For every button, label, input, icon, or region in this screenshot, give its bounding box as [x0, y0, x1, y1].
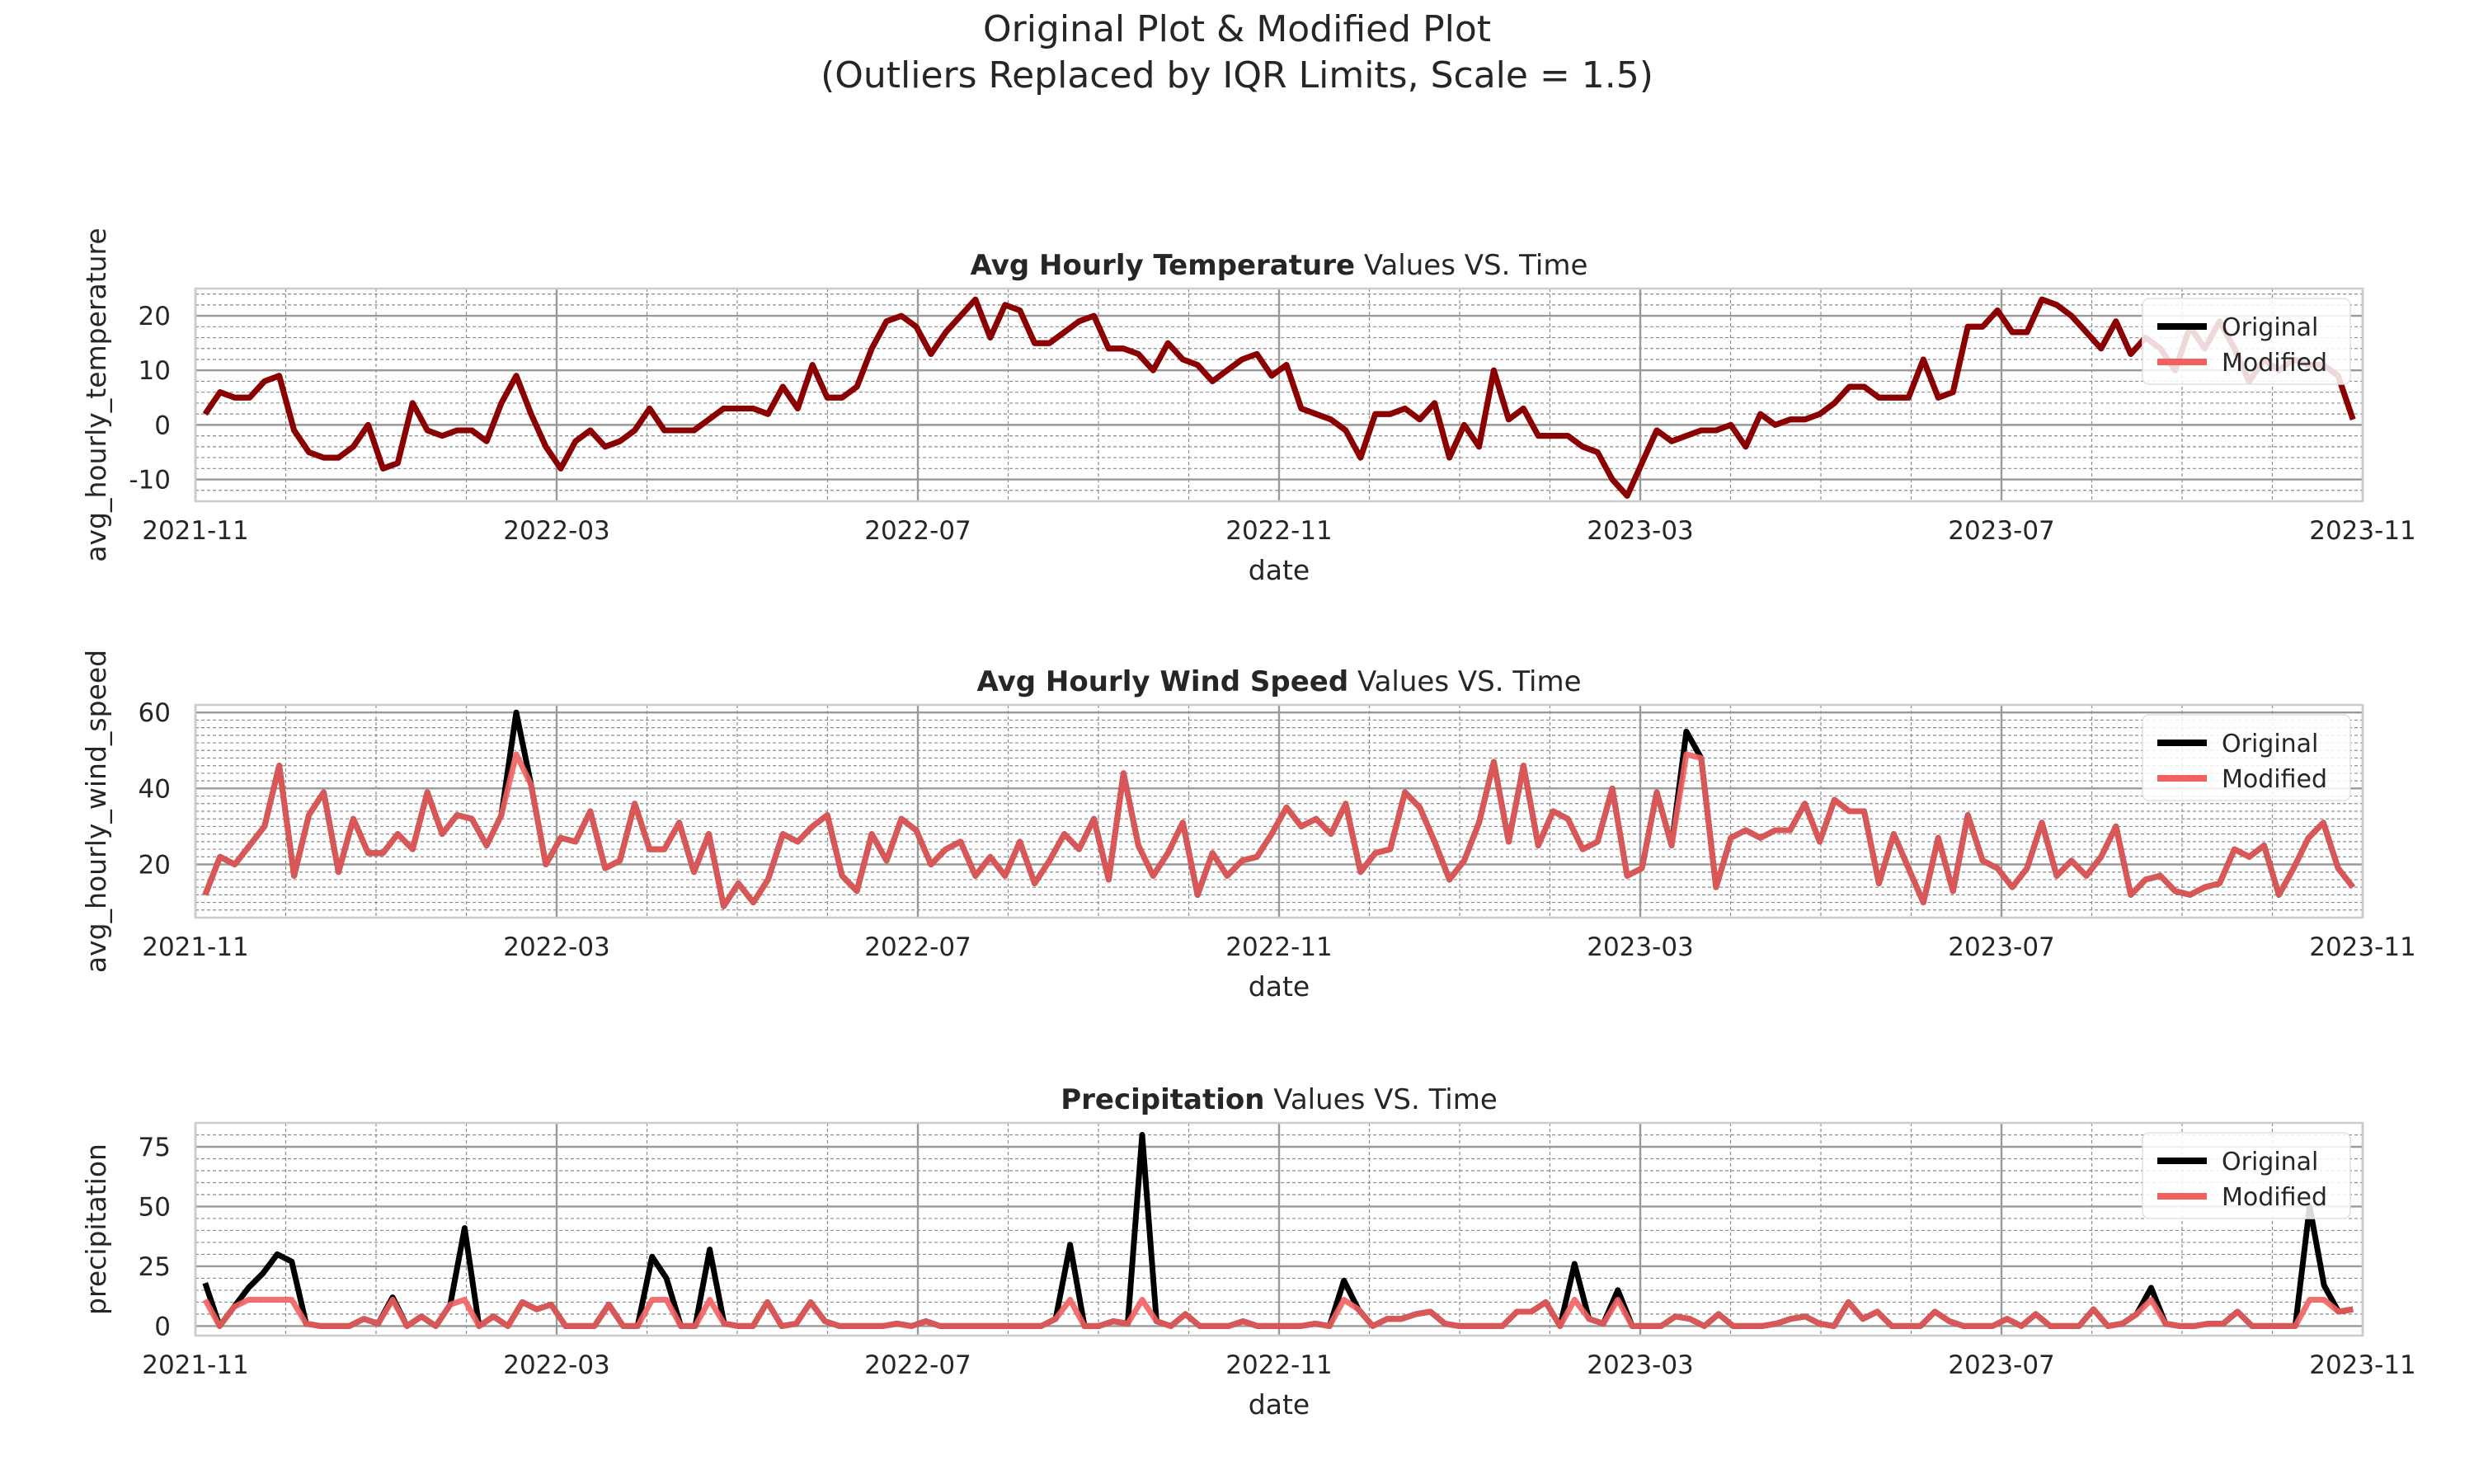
- chart-title-rest: Values VS. Time: [1355, 249, 1587, 282]
- y-tick-label: 20: [139, 851, 171, 881]
- x-tick-label: 2022-11: [1225, 932, 1333, 962]
- chart-panel-1: -10 0 10 20 2021-11 2022-03 2022-07 2022-11 2023…: [80, 228, 2416, 586]
- x-tick-label: 2023-03: [1587, 932, 1694, 962]
- x-tick-label: 2022-03: [503, 1350, 610, 1380]
- chart-title: Avg Hourly Temperature Values VS. Time: [971, 249, 1588, 282]
- y-tick-label: 60: [139, 698, 171, 728]
- x-tick-label: 2023-03: [1587, 1350, 1694, 1380]
- legend-label-modified: Modified: [2222, 349, 2327, 378]
- chart-title: Avg Hourly Wind Speed Values VS. Time: [976, 665, 1581, 698]
- x-tick-label: 2022-07: [864, 516, 971, 546]
- y-tick-label: 25: [139, 1252, 171, 1282]
- x-tick-label: 2022-03: [503, 516, 610, 546]
- chart-panel-2: 20 40 60 2021-11 2022-03 2022-07 2022-11 2023-0…: [80, 650, 2416, 1003]
- x-tick-label: 2023-07: [1948, 516, 2055, 546]
- x-tick-label: 2022-07: [864, 932, 971, 962]
- series-line-modified: [202, 296, 2356, 499]
- series-line-modified: [202, 1297, 2354, 1329]
- x-axis-label: date: [1249, 554, 1310, 586]
- x-tick-label: 2022-11: [1225, 516, 1333, 546]
- x-tick-label: 2023-11: [2309, 1350, 2416, 1380]
- legend-label-modified: Modified: [2222, 1183, 2327, 1212]
- x-tick-label: 2022-11: [1225, 1350, 1333, 1380]
- chart-title: Precipitation Values VS. Time: [1061, 1083, 1498, 1116]
- chart-title-bold: Precipitation: [1061, 1083, 1264, 1116]
- figure-title: Original Plot & Modified Plot (Outliers …: [0, 7, 2474, 99]
- x-tick-label: 2021-11: [142, 516, 249, 546]
- legend: Original Modified: [2142, 1132, 2351, 1219]
- axes-frame: [194, 1121, 2364, 1337]
- legend: Original Modified: [2142, 298, 2351, 385]
- legend-label-original: Original: [2222, 313, 2318, 342]
- x-tick-label: 2023-11: [2309, 516, 2416, 546]
- y-tick-label: 0: [154, 1312, 171, 1341]
- y-tick-label: -10: [129, 466, 171, 495]
- x-tick-label: 2022-07: [864, 1350, 971, 1380]
- x-tick-label: 2022-03: [503, 932, 610, 962]
- y-tick-label: 50: [139, 1192, 171, 1222]
- chart-title-bold: Avg Hourly Wind Speed: [976, 665, 1348, 698]
- y-tick-label: 0: [154, 411, 171, 440]
- y-tick-label: 75: [139, 1133, 171, 1162]
- x-tick-label: 2023-07: [1948, 1350, 2055, 1380]
- x-tick-label: 2023-11: [2309, 932, 2416, 962]
- axes-frame: [194, 287, 2364, 503]
- chart-title-rest: Values VS. Time: [1348, 665, 1581, 698]
- series-line-modified: [202, 751, 2355, 909]
- y-axis-label: precipitation: [80, 1144, 112, 1315]
- legend-label-modified: Modified: [2222, 765, 2327, 794]
- legend-label-original: Original: [2222, 730, 2318, 758]
- y-tick-label: 20: [139, 302, 171, 331]
- y-tick-label: 10: [139, 356, 171, 386]
- legend-label-original: Original: [2222, 1148, 2318, 1176]
- chart-panel-3: 0 25 50 75 2021-11 2022-03 2022-07 2022-11 2023-…: [80, 1083, 2416, 1421]
- x-axis-label: date: [1249, 1388, 1310, 1421]
- y-tick-label: 40: [139, 774, 171, 804]
- figure-title-line2: (Outliers Replaced by IQR Limits, Scale …: [821, 54, 1653, 96]
- x-axis-label: date: [1249, 970, 1310, 1003]
- x-tick-label: 2021-11: [142, 932, 249, 962]
- legend: Original Modified: [2142, 714, 2351, 801]
- chart-title-bold: Avg Hourly Temperature: [971, 249, 1355, 282]
- y-axis-label: avg_hourly_temperature: [80, 228, 112, 561]
- x-tick-label: 2023-07: [1948, 932, 2055, 962]
- y-axis-label: avg_hourly_wind_speed: [80, 650, 112, 973]
- chart-title-rest: Values VS. Time: [1264, 1083, 1497, 1116]
- axes-frame: [194, 703, 2364, 919]
- figure-title-line1: Original Plot & Modified Plot: [982, 8, 1492, 50]
- x-tick-label: 2023-03: [1587, 516, 1694, 546]
- x-tick-label: 2021-11: [142, 1350, 249, 1380]
